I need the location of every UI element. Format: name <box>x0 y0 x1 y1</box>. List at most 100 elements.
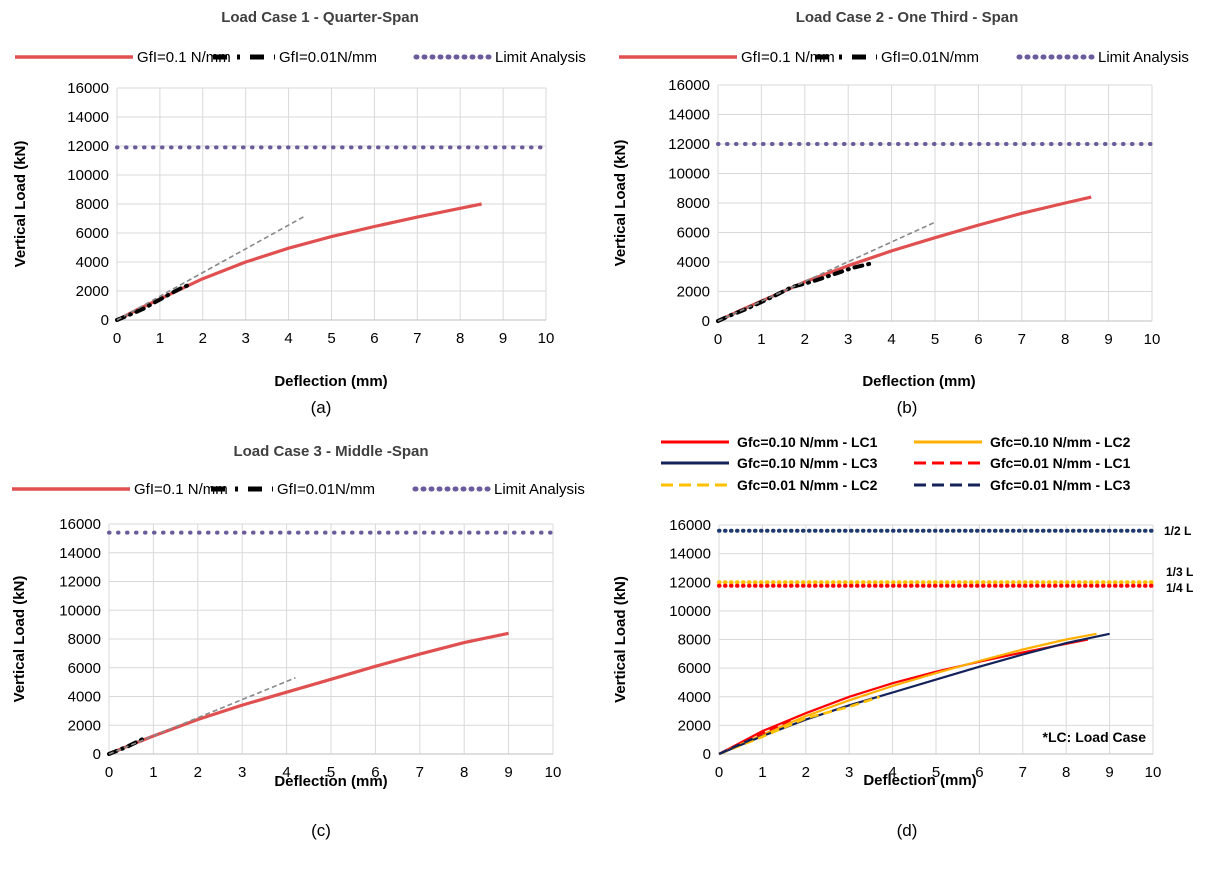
chart-title: Load Case 1 - Quarter-Span <box>221 9 419 26</box>
y-tick-label: 0 <box>93 746 101 763</box>
chart-b: Load Case 2 - One Third - Span 0 1 2 3 4 5 6 7 8 9… <box>612 9 1189 417</box>
y-axis-label: Vertical Load (kN) <box>11 576 28 703</box>
x-tick-label: 8 <box>1062 764 1070 781</box>
x-tick-label: 3 <box>242 330 250 347</box>
y-tick-label: 8000 <box>677 195 710 212</box>
chart-title: Load Case 3 - Middle -Span <box>233 443 428 460</box>
y-tick-label: 2000 <box>76 283 109 300</box>
y-tick-label: 10000 <box>59 602 101 619</box>
y-tick-label: 6000 <box>76 225 109 242</box>
x-tick-label: 3 <box>845 764 853 781</box>
legend-label: GfI=0.1 N/mm <box>137 49 231 66</box>
x-tick-label: 5 <box>932 764 940 781</box>
y-tick-label: 2000 <box>678 717 711 734</box>
x-tick-label: 5 <box>327 330 335 347</box>
figure-caption: (a) <box>311 398 332 417</box>
x-tick-label: 8 <box>460 764 468 781</box>
x-axis-label: Deflection (mm) <box>274 373 387 390</box>
y-tick-label: 2000 <box>677 284 710 301</box>
x-tick-label: 9 <box>499 330 507 347</box>
y-tick-label: 8000 <box>678 632 711 649</box>
legend-label: Limit Analysis <box>1098 49 1189 66</box>
x-tick-label: 0 <box>715 764 723 781</box>
figure-caption: (c) <box>311 821 331 840</box>
y-tick-label: 10000 <box>669 603 711 620</box>
y-tick-label: 4000 <box>677 254 710 271</box>
y-tick-label: 10000 <box>668 166 710 183</box>
x-tick-label: 2 <box>802 764 810 781</box>
y-tick-label: 16000 <box>67 80 109 97</box>
span-annotation: 1/4 L <box>1166 581 1193 595</box>
x-tick-label: 10 <box>545 764 562 781</box>
x-tick-label: 8 <box>1061 331 1069 348</box>
y-tick-label: 0 <box>101 312 109 329</box>
series-line-3 <box>717 221 936 322</box>
y-tick-label: 0 <box>703 746 711 763</box>
x-tick-label: 6 <box>370 330 378 347</box>
legend-label: Gfc=0.01 N/mm - LC3 <box>990 477 1131 493</box>
x-tick-label: 4 <box>888 764 896 781</box>
y-tick-label: 8000 <box>68 631 101 648</box>
figure-caption: (b) <box>897 398 918 417</box>
x-tick-label: 1 <box>757 331 765 348</box>
series-line-gfc-0-01-n-mm-lc3 <box>718 737 755 756</box>
x-tick-label: 5 <box>327 764 335 781</box>
x-tick-label: 1 <box>149 764 157 781</box>
series-line-gfc-0-01-n-mm-lc2 <box>718 695 881 756</box>
x-tick-label: 6 <box>974 331 982 348</box>
series-line-3 <box>116 214 307 321</box>
x-tick-label: 9 <box>1104 331 1112 348</box>
y-tick-label: 4000 <box>678 689 711 706</box>
x-tick-label: 9 <box>504 764 512 781</box>
legend-label: Gfc=0.10 N/mm - LC1 <box>737 434 878 450</box>
legend-label: GfI=0.01N/mm <box>279 49 377 66</box>
series-line-gfc-0-10-n-mm-lc2 <box>718 632 1097 756</box>
x-tick-label: 7 <box>413 330 421 347</box>
x-tick-label: 6 <box>975 764 983 781</box>
x-tick-label: 7 <box>416 764 424 781</box>
x-tick-label: 0 <box>105 764 113 781</box>
x-tick-label: 2 <box>194 764 202 781</box>
x-tick-label: 4 <box>282 764 290 781</box>
y-tick-label: 12000 <box>668 136 710 153</box>
series-line-gfi-0-1-n-mm <box>108 631 509 756</box>
x-tick-label: 3 <box>844 331 852 348</box>
chart-a: Load Case 1 - Quarter-Span 0 1 2 3 4 5 6 7 8 9 10 0 2… <box>12 9 586 417</box>
y-tick-label: 6000 <box>68 660 101 677</box>
x-tick-label: 2 <box>801 331 809 348</box>
x-tick-label: 10 <box>1144 331 1161 348</box>
x-tick-label: 5 <box>931 331 939 348</box>
x-axis-label: Deflection (mm) <box>863 772 976 789</box>
legend-label: Gfc=0.10 N/mm - LC2 <box>990 434 1131 450</box>
y-tick-label: 12000 <box>669 574 711 591</box>
y-tick-label: 12000 <box>59 574 101 591</box>
x-tick-label: 4 <box>887 331 895 348</box>
y-tick-label: 4000 <box>76 254 109 271</box>
legend-label: GfI=0.1 N/mm <box>741 49 835 66</box>
x-tick-label: 9 <box>1105 764 1113 781</box>
x-tick-label: 1 <box>156 330 164 347</box>
y-tick-label: 2000 <box>68 717 101 734</box>
x-tick-label: 8 <box>456 330 464 347</box>
legend-label: Gfc=0.01 N/mm - LC2 <box>737 477 878 493</box>
load-case-note: *LC: Load Case <box>1043 729 1147 745</box>
x-tick-label: 1 <box>758 764 766 781</box>
legend-label: Limit Analysis <box>494 481 585 498</box>
chart-d: 0 1 2 3 4 5 6 7 8 9 10 0 2000 4000 6000 8000 10000 12000 1… <box>612 434 1193 840</box>
y-tick-label: 12000 <box>67 138 109 155</box>
y-tick-label: 16000 <box>669 517 711 534</box>
y-tick-label: 14000 <box>67 109 109 126</box>
chart-c: Load Case 3 - Middle -Span 0 1 2 3 4 5 6 7 8 9 10 0 2… <box>11 443 585 840</box>
x-tick-label: 2 <box>199 330 207 347</box>
y-tick-label: 4000 <box>68 689 101 706</box>
series-line-gfi-0-01n-mm <box>716 260 877 323</box>
x-tick-label: 3 <box>238 764 246 781</box>
y-axis-label: Vertical Load (kN) <box>612 140 629 267</box>
y-tick-label: 6000 <box>677 225 710 242</box>
y-axis-label: Vertical Load (kN) <box>12 141 29 268</box>
y-tick-label: 10000 <box>67 167 109 184</box>
legend-label: GfI=0.01N/mm <box>277 481 375 498</box>
legend-label: GfI=0.01N/mm <box>881 49 979 66</box>
x-axis-label: Deflection (mm) <box>862 373 975 390</box>
x-tick-label: 0 <box>714 331 722 348</box>
